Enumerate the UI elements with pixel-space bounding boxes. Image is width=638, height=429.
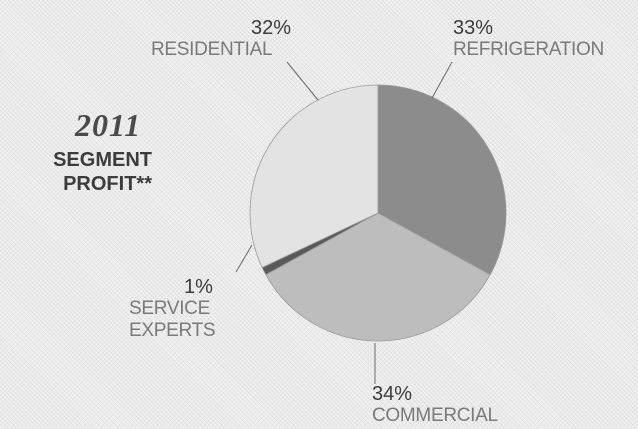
slice-percent-commercial: 34%	[372, 383, 413, 405]
slice-label-service-experts-line-1: SERVICE	[129, 298, 210, 319]
slice-label-residential: RESIDENTIAL	[151, 39, 273, 60]
pie-slice-residential	[249, 84, 379, 269]
slice-percent-service-experts: 1%	[184, 276, 213, 298]
leader-line-refrigeration	[431, 61, 453, 99]
slice-label-service-experts-line-2: EXPERTS	[129, 320, 216, 341]
leader-line-service-experts	[235, 244, 253, 273]
slice-label-commercial: COMMERCIAL	[372, 405, 498, 426]
pie-slice-refrigeration	[377, 84, 507, 276]
slice-percent-refrigeration: 33%	[453, 17, 494, 39]
chart-title-line-1: SEGMENT	[53, 149, 152, 171]
leader-lines	[235, 61, 453, 384]
leader-line-residential	[286, 61, 319, 101]
slice-label-refrigeration: REFRIGERATION	[453, 39, 604, 60]
pie-slice-commercial	[265, 212, 491, 342]
pie-slices	[249, 84, 507, 342]
chart-title-year: 2011	[75, 107, 142, 143]
slice-percent-residential: 32%	[251, 17, 292, 39]
chart-title-line-2: PROFIT**	[63, 173, 152, 195]
